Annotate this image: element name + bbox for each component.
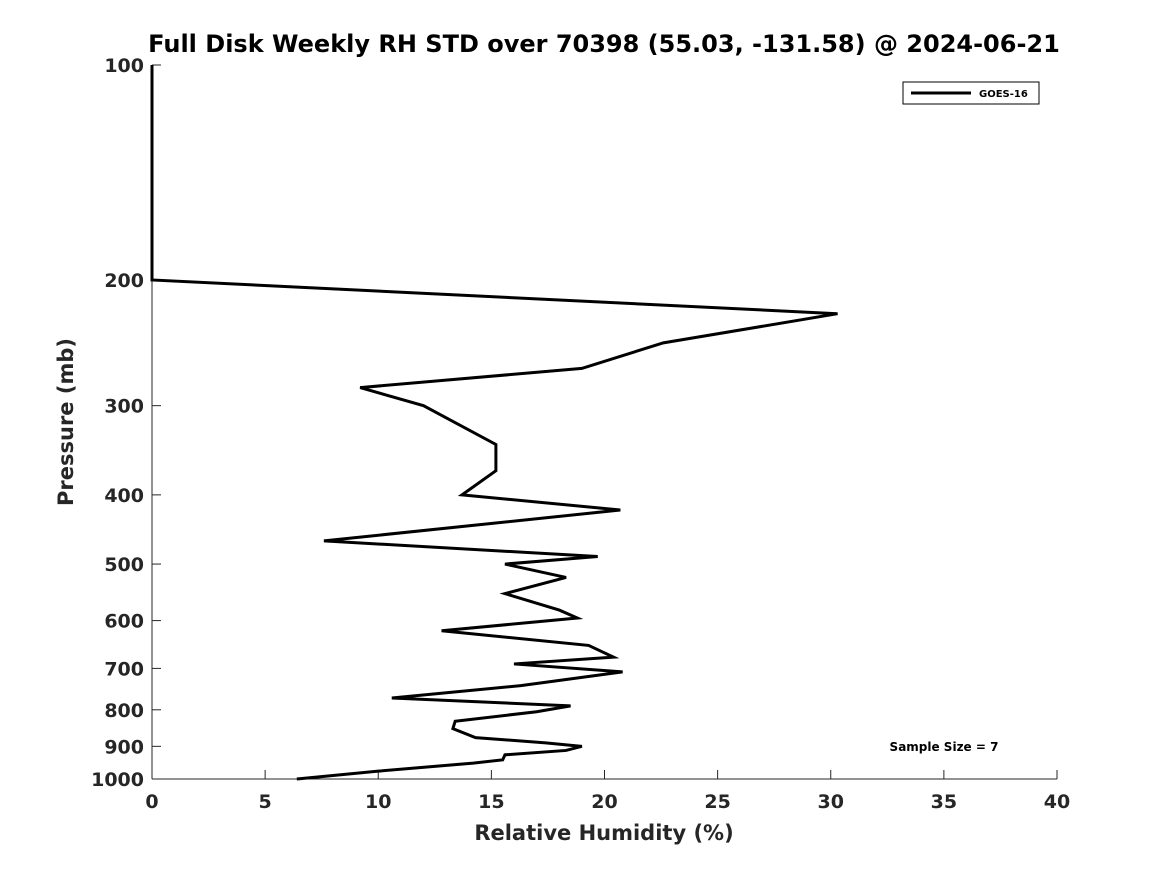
y-tick-label: 700 bbox=[104, 658, 144, 680]
series-group bbox=[150, 65, 838, 781]
legend: GOES-16 bbox=[902, 81, 1040, 105]
x-tick-label: 25 bbox=[704, 791, 730, 813]
y-ticks: 100 200 300 400 500 600 700 800 900 1000 bbox=[91, 55, 161, 791]
y-tick-label: 400 bbox=[104, 485, 144, 507]
x-tick-label: 20 bbox=[591, 791, 617, 813]
x-tick-label: 5 bbox=[259, 791, 272, 813]
x-axis-label: Relative Humidity (%) bbox=[474, 821, 733, 845]
x-tick-label: 10 bbox=[365, 791, 391, 813]
x-tick-label: 15 bbox=[478, 791, 504, 813]
y-tick-label: 600 bbox=[104, 611, 144, 633]
y-tick-label: 300 bbox=[104, 396, 144, 418]
y-tick-label: 100 bbox=[104, 55, 144, 77]
sample-size-annotation: Sample Size = 7 bbox=[890, 740, 999, 754]
x-ticks: 0 5 10 15 20 25 30 35 40 bbox=[145, 770, 1070, 813]
y-tick-label: 1000 bbox=[91, 769, 144, 791]
legend-label-goes-16: GOES-16 bbox=[979, 89, 1028, 100]
x-tick-label: 30 bbox=[818, 791, 844, 813]
y-axis-label: Pressure (mb) bbox=[54, 338, 78, 506]
chart-title: Full Disk Weekly RH STD over 70398 (55.0… bbox=[148, 30, 1060, 58]
x-tick-label: 0 bbox=[145, 791, 158, 813]
y-tick-label: 200 bbox=[104, 270, 144, 292]
y-tick-label: 800 bbox=[104, 700, 144, 722]
y-tick-label: 500 bbox=[104, 554, 144, 576]
series-line-goes-16 bbox=[150, 65, 838, 781]
x-tick-label: 35 bbox=[931, 791, 957, 813]
y-tick-label: 900 bbox=[104, 736, 144, 758]
x-tick-label: 40 bbox=[1044, 791, 1070, 813]
